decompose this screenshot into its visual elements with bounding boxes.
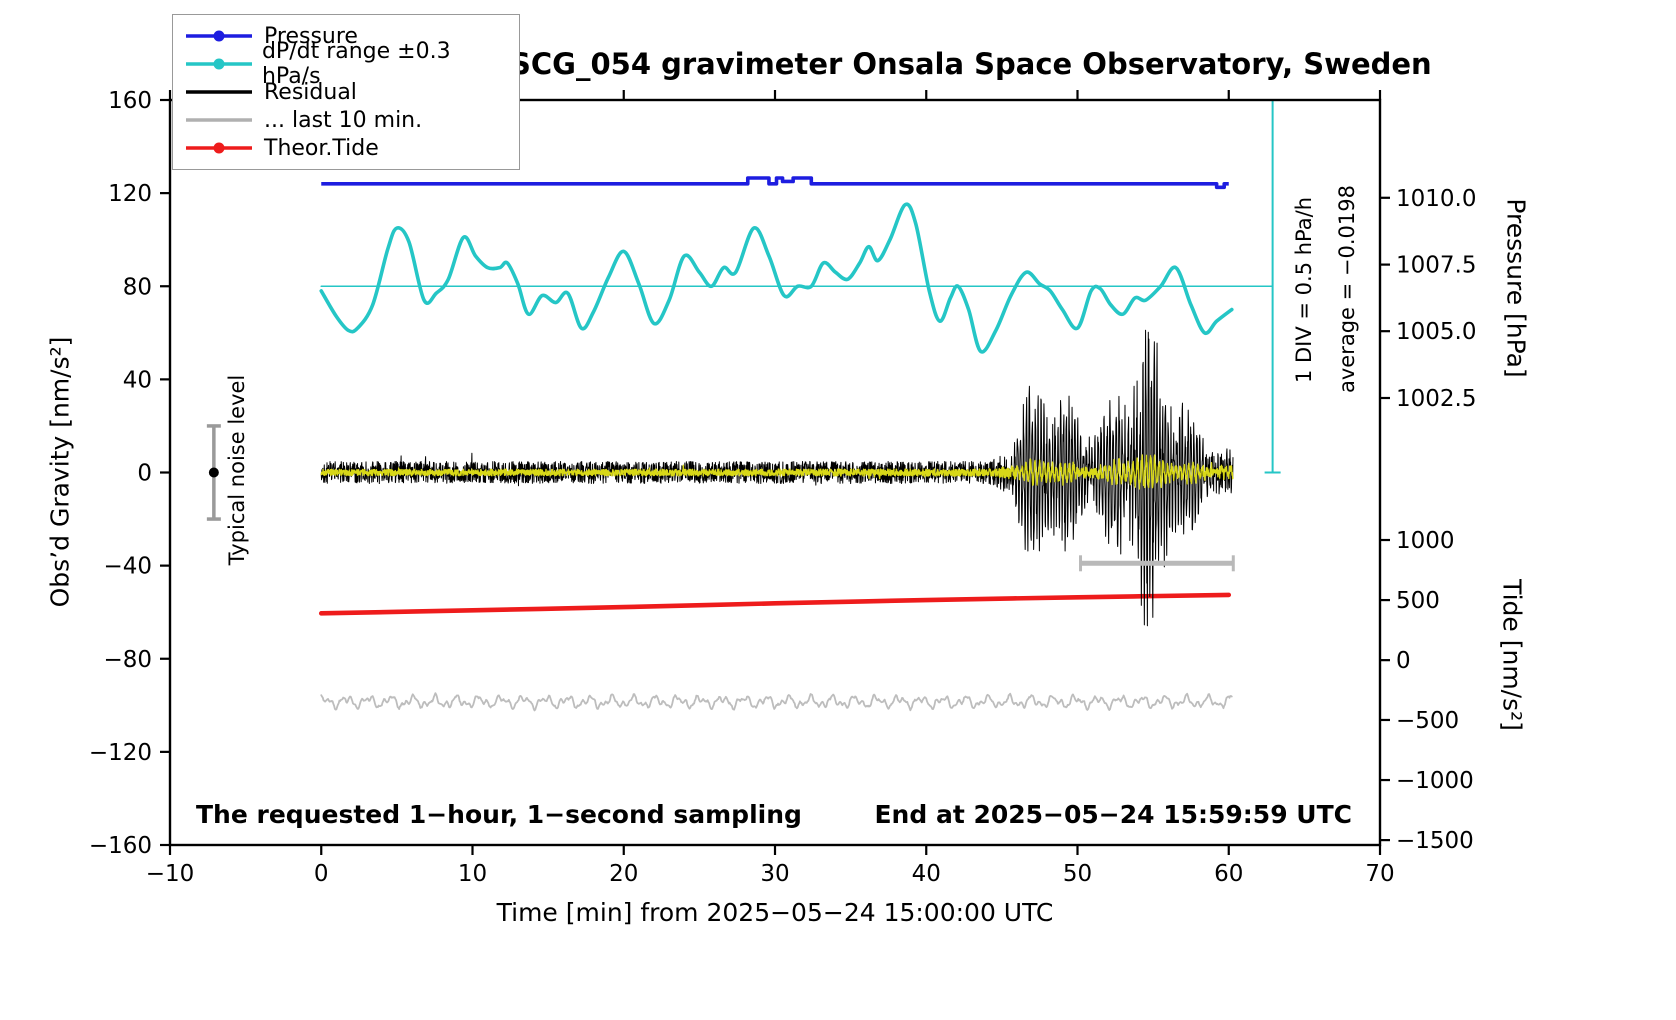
tide-tick-label: 500 <box>1396 588 1440 614</box>
x-tick-label: 70 <box>1365 861 1394 887</box>
tide-tick-label: −1500 <box>1396 828 1474 854</box>
noise-errorbar-dot <box>208 467 219 478</box>
div-scale-annotation: 1 DIV = 0.5 hPa/h <box>1292 196 1316 384</box>
end-time-annotation: End at 2025−05−24 15:59:59 UTC <box>874 800 1352 829</box>
series-last-10-min <box>320 692 1233 712</box>
pressure-tick-label: 1002.5 <box>1396 386 1476 412</box>
x-tick-label: −10 <box>146 861 195 887</box>
legend-marker-icon <box>186 58 252 70</box>
series-residual-filtered <box>320 454 1234 490</box>
legend-marker-icon <box>186 118 252 122</box>
series-residual <box>320 329 1234 627</box>
average-annotation: average = −0.0198 <box>1335 185 1359 393</box>
legend-marker-icon <box>186 30 252 42</box>
y-left-tick-label: 160 <box>108 88 152 114</box>
x-tick-label: 20 <box>609 861 638 887</box>
y-left-tick-label: −120 <box>89 740 152 766</box>
tide-tick-label: −500 <box>1396 708 1459 734</box>
tide-tick-label: 0 <box>1396 648 1411 674</box>
legend-item: ... last 10 min. <box>183 106 509 134</box>
series-pressure <box>321 176 1229 190</box>
x-tick-label: 40 <box>912 861 941 887</box>
y-left-tick-label: 80 <box>123 274 152 300</box>
y-left-tick-label: 0 <box>137 461 152 487</box>
y-left-tick-label: −40 <box>103 554 152 580</box>
x-axis-label: Time [min] from 2025−05−24 15:00:00 UTC <box>496 898 1054 927</box>
y-left-tick-label: 120 <box>108 181 152 207</box>
legend-item: dP/dt range ±0.3 hPa/s <box>183 39 509 89</box>
y-left-tick-label: 40 <box>123 367 152 393</box>
series-dp-dt-range <box>319 202 1234 354</box>
legend-item: Theor.Tide <box>183 134 509 162</box>
pressure-tick-label: 1010.0 <box>1396 186 1476 212</box>
chart-title: SCG_054 gravimeter Onsala Space Observat… <box>510 47 1432 81</box>
y-axis-label-pressure: Pressure [hPa] <box>1501 198 1531 378</box>
pressure-tick-label: 1005.0 <box>1396 319 1476 345</box>
y-axis-label-gravity: Obs’d Gravity [nm/s²] <box>45 336 75 608</box>
legend-item-label: dP/dt range ±0.3 hPa/s <box>261 39 451 89</box>
legend-item: Pressure <box>183 22 509 50</box>
x-tick-label: 0 <box>314 861 329 887</box>
noise-level-annotation: Typical noise level <box>225 374 249 566</box>
legend: Pressure dP/dt range ±0.3 hPa/s Residual..… <box>172 14 520 170</box>
legend-marker-icon <box>186 90 252 94</box>
x-tick-label: 30 <box>760 861 789 887</box>
x-tick-label: 60 <box>1214 861 1243 887</box>
tide-tick-label: −1000 <box>1396 768 1474 794</box>
legend-item: Residual <box>183 78 509 106</box>
x-tick-label: 50 <box>1063 861 1092 887</box>
y-left-tick-label: −80 <box>103 647 152 673</box>
series-theor-tide <box>318 592 1232 616</box>
y-left-tick-label: −160 <box>89 833 152 859</box>
x-tick-label: 10 <box>458 861 487 887</box>
legend-item-label: Pressure <box>264 23 358 49</box>
legend-item-label: ... last 10 min. <box>264 107 423 133</box>
legend-marker-icon <box>186 142 252 154</box>
sampling-annotation: The requested 1−hour, 1−second sampling <box>196 800 802 829</box>
legend-item-label: Residual <box>264 79 357 105</box>
y-axis-label-tide: Tide [nm/s²] <box>1497 579 1527 731</box>
legend-item-label: Theor.Tide <box>264 135 379 161</box>
tide-tick-label: 1000 <box>1396 528 1455 554</box>
pressure-tick-label: 1007.5 <box>1396 253 1476 279</box>
